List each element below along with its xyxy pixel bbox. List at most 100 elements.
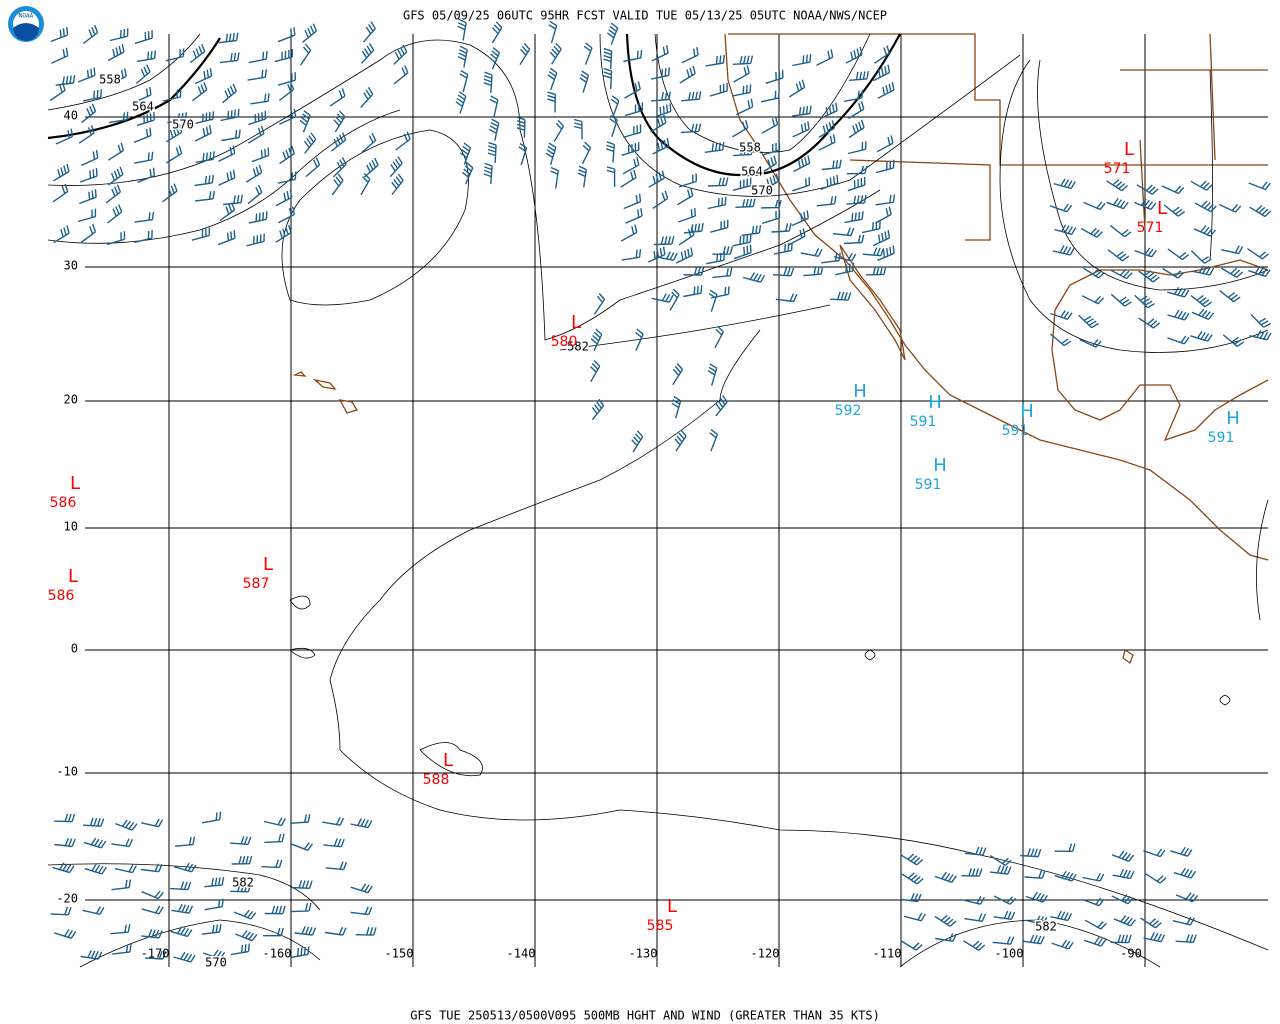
wind-barb [873,64,891,82]
wind-barb [333,110,346,133]
wind-barb [1194,200,1217,213]
wind-barb [134,211,155,223]
wind-barb [78,125,95,144]
wind-barb [279,145,295,165]
longitude-label: -120 [751,947,780,961]
wind-barb [655,251,678,261]
wind-barb [1191,308,1215,321]
wind-barb [675,247,694,264]
wind-barb [361,132,377,153]
wind-barb [683,285,703,298]
wind-barb [843,90,864,102]
wind-barb [350,883,373,894]
wind-barb [107,204,123,224]
wind-barb [704,141,725,153]
wind-barb [50,27,69,43]
wind-barb [707,177,729,187]
wind-barb [109,111,129,124]
wind-barb [834,252,857,262]
wind-barb [1249,205,1272,218]
wind-barb [846,165,868,175]
center-letter: L [443,750,453,771]
wind-barb [362,21,376,43]
wind-barb [650,67,670,80]
wind-barb [141,890,164,900]
wind-barb [547,91,556,113]
wind-barb [603,47,613,70]
wind-barb [1113,915,1136,927]
wind-barb [107,231,126,246]
wind-barb [303,132,317,154]
wind-barb [1172,916,1195,926]
wind-barb [461,162,474,185]
wind-barb [961,868,983,877]
wind-barb [712,267,733,279]
wind-barb [218,32,239,44]
wind-barb [761,116,779,134]
wind-barb [324,926,347,936]
wind-barb [1111,850,1135,862]
wind-barb [364,157,379,178]
wind-barb [1023,934,1045,945]
wind-barb [1167,248,1190,261]
center-value: 586 [50,495,77,511]
center-value: 592 [835,403,862,419]
wind-barb [83,837,107,849]
wind-barb [55,128,74,145]
wind-barb [709,82,728,97]
wind-barb [816,49,834,66]
wind-barb [1167,335,1190,345]
longitude-label: -130 [629,947,658,961]
wind-barb [299,43,312,66]
wind-barb [674,429,687,452]
wind-barb [233,909,257,920]
wind-barb [1190,250,1212,264]
center-value: 591 [910,414,937,430]
wind-barb [624,102,644,117]
wind-barb [140,863,163,873]
wind-barb [624,81,641,99]
latitude-label: 30 [64,259,78,273]
wind-barb [1218,203,1242,213]
wind-barb [1078,314,1099,329]
wind-barb [710,219,729,233]
wind-barb [845,46,863,64]
coastlines [292,33,1269,665]
wind-barb [993,910,1016,920]
wind-barb [1219,290,1241,303]
wind-barb [848,141,867,155]
wind-barb [1136,184,1159,195]
wind-barb [733,146,754,157]
wind-barb [230,836,252,846]
longitude-label: -90 [1120,947,1142,961]
wind-barb [679,65,696,84]
wind-barb [114,864,137,874]
wind-barb [53,929,77,939]
wind-barb [135,64,151,85]
wind-barb [141,929,163,939]
wind-barb [590,360,601,383]
wind-barb [277,72,296,86]
wind-barb [81,149,99,167]
wind-barb [1143,848,1166,858]
wind-barb [993,895,1017,905]
wind-barb [844,211,864,224]
wind-barb [669,288,680,311]
wind-barb [934,871,957,883]
wind-barb [322,817,345,826]
center-letter: H [928,392,942,413]
labels: 40 30 20 10 0 -10 -20 -170 -160 -150 -140 -130 -120 -… [48,71,1240,971]
wind-barb [136,50,157,63]
wind-barb [204,876,225,888]
wind-barb [1167,286,1190,298]
wind-barb [134,229,153,244]
wind-barb [1221,267,1244,278]
wind-barb [714,325,725,349]
wind-barb [191,82,208,102]
wind-barb [706,252,726,265]
wind-barb [111,879,132,891]
wind-barb [1083,936,1107,947]
wind-barb [134,30,153,45]
wind-barb [715,395,728,417]
wind-barb [732,84,752,97]
